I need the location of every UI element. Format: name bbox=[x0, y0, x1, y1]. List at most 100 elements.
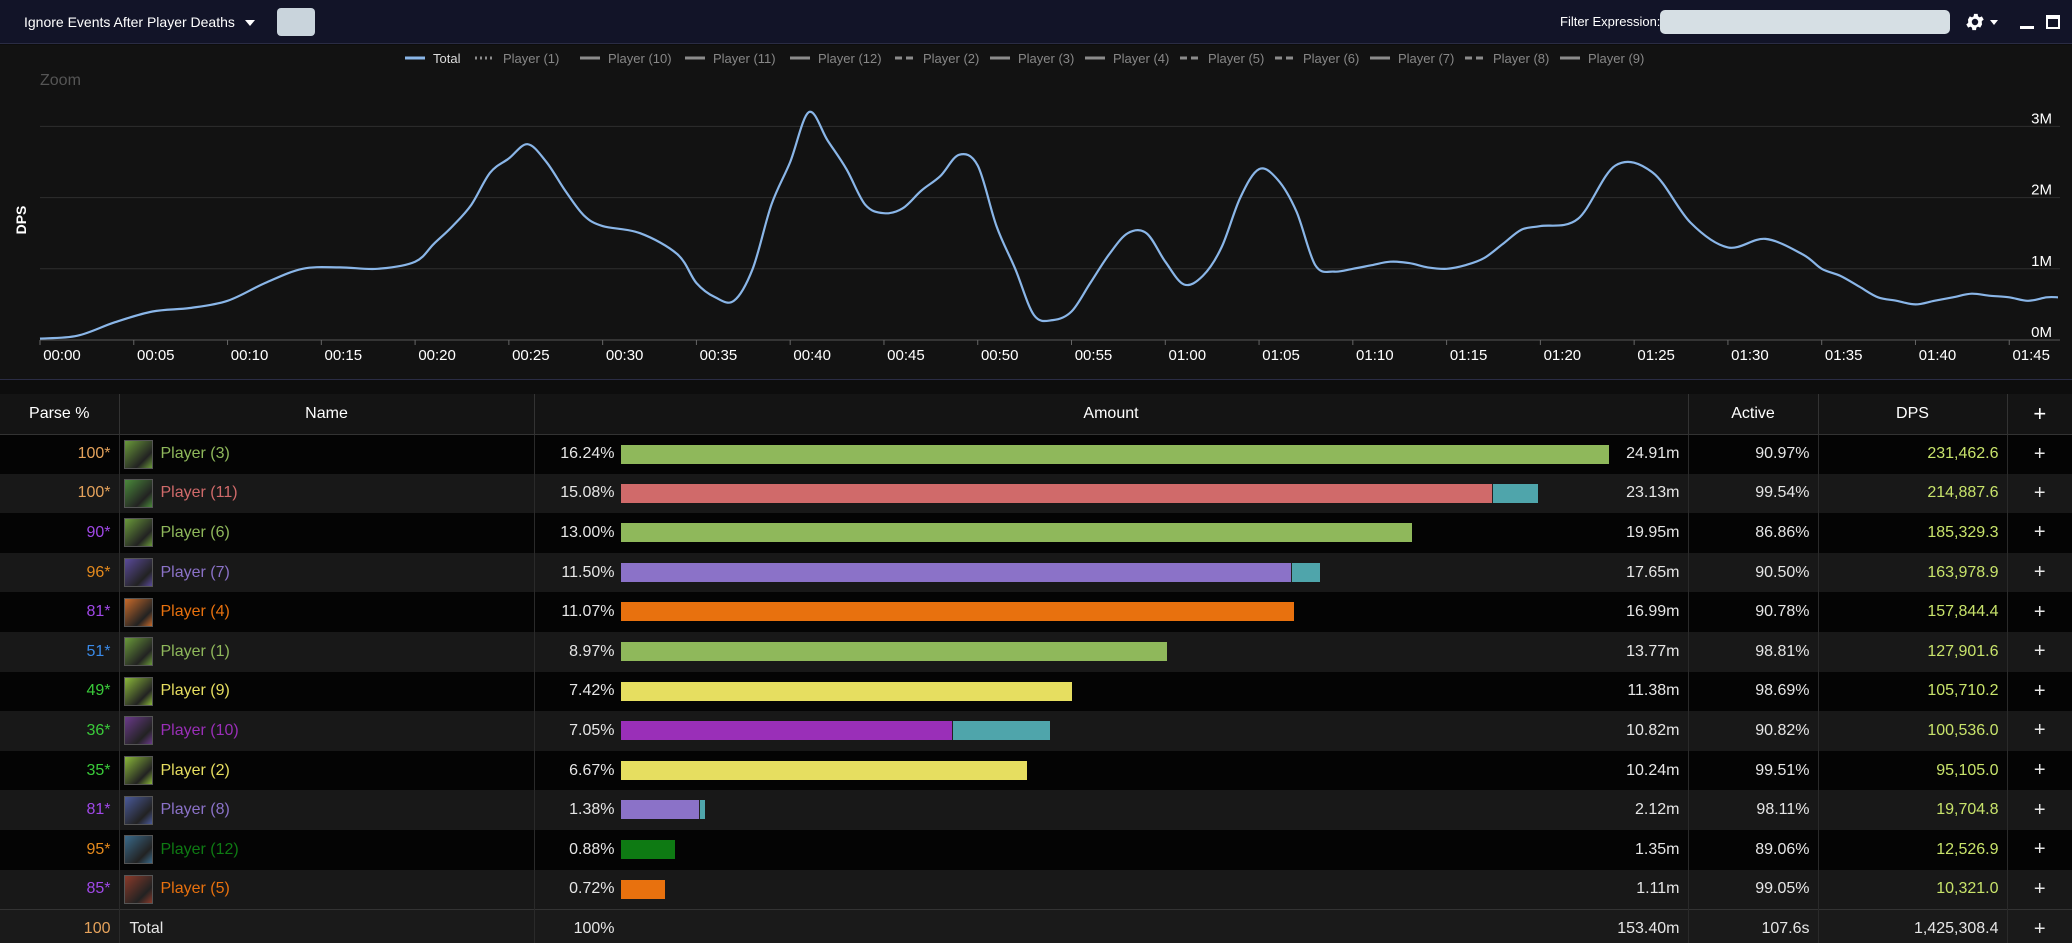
expand-row-button[interactable]: + bbox=[2007, 592, 2072, 632]
name-cell[interactable]: Player (11) bbox=[119, 473, 535, 514]
table-row[interactable]: 35* Player (2) 6.67% 10.24m 99.51% 95,105.0 + bbox=[0, 750, 2072, 791]
player-name[interactable]: Player (2) bbox=[160, 761, 230, 779]
legend-item[interactable]: Player (11) bbox=[713, 51, 776, 66]
amount-cell: 15.08% 23.13m bbox=[534, 473, 1689, 514]
table-row[interactable]: 51* Player (1) 8.97% 13.77m 98.81% 127,901.6 + bbox=[0, 631, 2072, 672]
parse-percent: 100* bbox=[0, 473, 120, 514]
expand-row-button[interactable]: + bbox=[2007, 434, 2072, 474]
legend-item[interactable]: Player (2) bbox=[923, 51, 979, 66]
name-cell[interactable]: Player (6) bbox=[119, 513, 535, 553]
hunter-spec-icon bbox=[123, 637, 153, 667]
maximize-button[interactable] bbox=[2043, 12, 2063, 32]
dps-chart-svg: Total Player (1) Player (10) Player (11) Pla… bbox=[13, 51, 2060, 364]
table-row[interactable]: 100* Player (3) 16.24% 24.91m 90.97% 231,462.… bbox=[0, 434, 2072, 474]
name-cell[interactable]: Player (5) bbox=[119, 869, 535, 910]
player-name[interactable]: Player (5) bbox=[160, 880, 230, 898]
name-cell[interactable]: Player (8) bbox=[119, 790, 535, 830]
expand-row-button[interactable]: + bbox=[2007, 790, 2072, 830]
player-name[interactable]: Player (10) bbox=[160, 721, 239, 739]
player-name[interactable]: Player (4) bbox=[160, 603, 230, 621]
table-total-row: 100 Total 100% 153.40m 107.6s 1,425,308.4 + bbox=[0, 908, 2072, 943]
name-cell[interactable]: Player (2) bbox=[119, 750, 535, 791]
player-name[interactable]: Player (8) bbox=[160, 801, 230, 819]
expand-total-button[interactable]: + bbox=[2007, 908, 2072, 943]
legend-item[interactable]: Player (6) bbox=[1303, 51, 1359, 66]
add-column-button[interactable]: + bbox=[2007, 394, 2072, 435]
table-row[interactable]: 96* Player (7) 11.50% 17.65m 90.50% 163,978.9… bbox=[0, 552, 2072, 593]
legend-item[interactable]: Player (10) bbox=[608, 51, 672, 66]
druid-spec-icon bbox=[123, 597, 153, 627]
amount-bar-main bbox=[620, 800, 699, 820]
name-cell[interactable]: Player (12) bbox=[119, 829, 535, 870]
dps-value: 105,710.2 bbox=[1818, 671, 2008, 712]
player-name[interactable]: Player (11) bbox=[160, 484, 238, 502]
header-dps[interactable]: DPS bbox=[1818, 394, 2008, 435]
expand-row-button[interactable]: + bbox=[2007, 869, 2072, 910]
header-parse[interactable]: Parse % bbox=[0, 394, 120, 435]
amount-bar-main bbox=[620, 721, 952, 741]
player-name[interactable]: Player (1) bbox=[160, 642, 230, 660]
warlock-spec-icon bbox=[123, 558, 153, 588]
table-row[interactable]: 85* Player (5) 0.72% 1.11m 99.05% 10,321.0 + bbox=[0, 869, 2072, 910]
legend-item[interactable]: Player (8) bbox=[1493, 51, 1549, 66]
name-cell[interactable]: Player (7) bbox=[119, 552, 535, 593]
expand-row-button[interactable]: + bbox=[2007, 750, 2072, 791]
table-row[interactable]: 81* Player (8) 1.38% 2.12m 98.11% 19,704.8 + bbox=[0, 790, 2072, 830]
series-line-total bbox=[39, 110, 2059, 340]
amount-bar bbox=[620, 839, 675, 859]
name-cell[interactable]: Player (3) bbox=[119, 434, 535, 474]
expand-row-button[interactable]: + bbox=[2007, 711, 2072, 751]
player-name[interactable]: Player (7) bbox=[160, 563, 230, 581]
parse-percent: 96* bbox=[0, 552, 120, 593]
expand-row-button[interactable]: + bbox=[2007, 829, 2072, 870]
table-row[interactable]: 95* Player (12) 0.88% 1.35m 89.06% 12,526.9 + bbox=[0, 829, 2072, 870]
amount-bar-main bbox=[620, 879, 665, 899]
table-row[interactable]: 90* Player (6) 13.00% 19.95m 86.86% 185,329.3… bbox=[0, 513, 2072, 553]
header-name[interactable]: Name bbox=[119, 394, 535, 435]
amount-value: 16.99m bbox=[1626, 603, 1680, 621]
amount-bar-main bbox=[620, 562, 1291, 582]
amount-percent: 13.00% bbox=[560, 523, 615, 541]
legend-item[interactable]: Player (4) bbox=[1113, 51, 1169, 66]
table-row[interactable]: 81* Player (4) 11.07% 16.99m 90.78% 157,844.4… bbox=[0, 592, 2072, 632]
expand-row-button[interactable]: + bbox=[2007, 473, 2072, 514]
player-name[interactable]: Player (3) bbox=[160, 445, 230, 463]
settings-menu-button[interactable] bbox=[1964, 7, 2004, 37]
blank-toggle-button[interactable] bbox=[277, 8, 315, 36]
parse-percent: 49* bbox=[0, 671, 120, 712]
amount-cell: 11.50% 17.65m bbox=[534, 552, 1689, 593]
player-name[interactable]: Player (6) bbox=[160, 523, 230, 541]
name-cell[interactable]: Player (9) bbox=[119, 671, 535, 712]
ignore-events-dropdown[interactable]: Ignore Events After Player Deaths bbox=[24, 0, 255, 44]
legend-item[interactable]: Player (9) bbox=[1588, 51, 1644, 66]
expand-row-button[interactable]: + bbox=[2007, 513, 2072, 553]
expand-row-button[interactable]: + bbox=[2007, 671, 2072, 712]
expand-row-button[interactable]: + bbox=[2007, 631, 2072, 672]
legend-item[interactable]: Player (3) bbox=[1018, 51, 1074, 66]
amount-cell: 11.07% 16.99m bbox=[534, 592, 1689, 632]
table-row[interactable]: 36* Player (10) 7.05% 10.82m 90.82% 100,536.0… bbox=[0, 711, 2072, 751]
zoom-label[interactable]: Zoom bbox=[40, 72, 81, 89]
minimize-button[interactable] bbox=[2017, 12, 2037, 32]
header-amount[interactable]: Amount bbox=[534, 394, 1689, 435]
legend-item[interactable]: Player (12) bbox=[818, 51, 882, 66]
legend-item[interactable]: Player (1) bbox=[503, 51, 559, 66]
expand-row-button[interactable]: + bbox=[2007, 552, 2072, 593]
header-active[interactable]: Active bbox=[1688, 394, 1819, 435]
table-row[interactable]: 49* Player (9) 7.42% 11.38m 98.69% 105,710.2 + bbox=[0, 671, 2072, 712]
amount-percent: 6.67% bbox=[569, 761, 615, 779]
legend-item[interactable]: Player (7) bbox=[1398, 51, 1454, 66]
active-percent: 89.06% bbox=[1688, 829, 1819, 870]
name-cell[interactable]: Player (10) bbox=[119, 711, 535, 751]
amount-bar-pet bbox=[1290, 562, 1320, 582]
table-row[interactable]: 100* Player (11) 15.08% 23.13m 99.54% 214,887… bbox=[0, 473, 2072, 514]
name-cell[interactable]: Player (4) bbox=[119, 592, 535, 632]
total-percent: 100% bbox=[573, 920, 615, 938]
legend-item[interactable]: Total bbox=[433, 51, 461, 66]
legend-item[interactable]: Player (5) bbox=[1208, 51, 1264, 66]
name-cell[interactable]: Player (1) bbox=[119, 631, 535, 672]
filter-expression-input[interactable] bbox=[1660, 10, 1950, 34]
player-name[interactable]: Player (12) bbox=[160, 840, 239, 858]
amount-cell: 0.88% 1.35m bbox=[534, 829, 1689, 870]
player-name[interactable]: Player (9) bbox=[160, 682, 230, 700]
